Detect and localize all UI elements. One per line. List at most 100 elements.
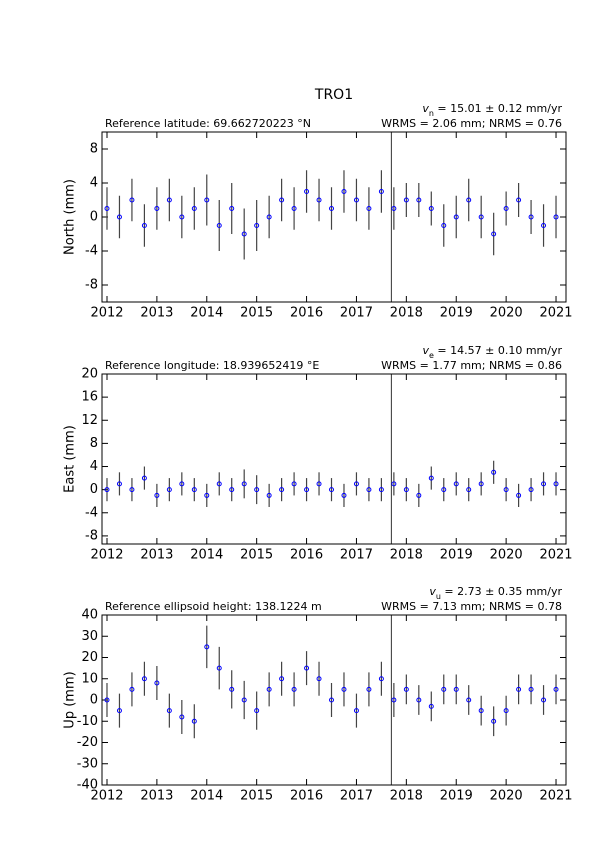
data-point bbox=[254, 708, 260, 714]
data-point bbox=[528, 214, 534, 220]
data-point bbox=[553, 481, 559, 487]
data-point bbox=[229, 686, 235, 692]
x-tick-label: 2012 bbox=[90, 789, 123, 804]
data-point bbox=[166, 197, 172, 203]
data-point bbox=[141, 223, 147, 228]
x-tick-label: 2015 bbox=[240, 548, 273, 563]
y-tick-label: 0 bbox=[90, 210, 98, 225]
data-point bbox=[541, 223, 547, 228]
x-tick-label: 2014 bbox=[190, 548, 223, 563]
data-point bbox=[229, 487, 235, 493]
velocity-symbol: v bbox=[422, 344, 429, 357]
data-point bbox=[478, 708, 484, 714]
data-point bbox=[329, 206, 335, 211]
data-point bbox=[254, 487, 260, 493]
y-tick-label: 0 bbox=[90, 693, 98, 708]
data-point bbox=[428, 475, 434, 481]
data-point bbox=[291, 206, 297, 211]
x-tick-label: 2021 bbox=[539, 306, 572, 321]
data-point bbox=[241, 481, 247, 487]
data-point bbox=[391, 206, 397, 211]
data-point bbox=[316, 481, 322, 487]
data-point bbox=[166, 487, 172, 493]
data-point bbox=[129, 686, 135, 692]
x-tick-label: 2017 bbox=[340, 548, 373, 563]
data-point bbox=[528, 487, 534, 493]
x-tick-label: 2017 bbox=[340, 306, 373, 321]
data-point bbox=[403, 487, 409, 493]
stats-label: WRMS = 1.77 mm; NRMS = 0.86 bbox=[381, 359, 562, 372]
data-point bbox=[279, 487, 285, 493]
data-point bbox=[154, 492, 160, 498]
data-point bbox=[341, 492, 347, 498]
y-tick-label: 20 bbox=[81, 650, 98, 665]
data-point bbox=[179, 214, 185, 220]
x-tick-label: 2015 bbox=[240, 306, 273, 321]
data-point bbox=[453, 686, 459, 692]
velocity-text: = 2.73 ± 0.35 mm/yr bbox=[441, 585, 563, 598]
data-point bbox=[266, 492, 272, 498]
data-point bbox=[304, 487, 310, 493]
y-tick-label: 10 bbox=[81, 671, 98, 686]
data-point bbox=[541, 697, 547, 703]
data-point bbox=[366, 487, 372, 493]
axes-frame bbox=[101, 131, 567, 303]
y-tick-label: 12 bbox=[81, 413, 98, 428]
data-point bbox=[503, 708, 509, 714]
data-point bbox=[378, 487, 384, 493]
data-point bbox=[441, 686, 447, 692]
data-point bbox=[304, 189, 310, 194]
x-tick-label: 2013 bbox=[140, 789, 173, 804]
data-point bbox=[391, 697, 397, 703]
data-point bbox=[104, 206, 110, 211]
data-point bbox=[279, 197, 285, 203]
x-tick-label: 2019 bbox=[440, 306, 473, 321]
velocity-text: = 15.01 ± 0.12 mm/yr bbox=[434, 102, 563, 115]
data-point bbox=[366, 206, 372, 211]
data-point bbox=[441, 487, 447, 493]
y-tick-label: -8 bbox=[85, 278, 98, 293]
data-point bbox=[141, 475, 147, 481]
data-point bbox=[179, 714, 185, 720]
data-point bbox=[304, 665, 310, 671]
y-axis-label: East (mm) bbox=[63, 425, 78, 493]
axes-frame bbox=[101, 373, 567, 545]
axes-frame bbox=[101, 614, 567, 786]
reference-label: Reference longitude: 18.939652419 °E bbox=[105, 359, 319, 372]
x-tick-label: 2013 bbox=[140, 548, 173, 563]
data-point bbox=[329, 697, 335, 703]
stats-label: WRMS = 7.13 mm; NRMS = 0.78 bbox=[381, 600, 562, 613]
data-point bbox=[116, 481, 122, 487]
data-point bbox=[266, 686, 272, 692]
data-point bbox=[291, 481, 297, 487]
y-tick-label: 8 bbox=[90, 142, 98, 157]
data-point bbox=[353, 197, 359, 203]
data-point bbox=[453, 481, 459, 487]
data-point bbox=[204, 197, 210, 203]
data-point bbox=[528, 686, 534, 692]
x-tick-label: 2018 bbox=[390, 548, 423, 563]
data-point bbox=[478, 481, 484, 487]
x-tick-label: 2014 bbox=[190, 306, 223, 321]
y-axis-label: North (mm) bbox=[63, 179, 78, 255]
data-point bbox=[553, 214, 559, 220]
data-point bbox=[129, 487, 135, 493]
data-point bbox=[241, 231, 247, 237]
data-point bbox=[141, 676, 147, 682]
y-tick-label: -4 bbox=[85, 244, 98, 259]
data-point bbox=[378, 189, 384, 194]
data-point bbox=[503, 206, 509, 211]
y-tick-label: 4 bbox=[90, 176, 98, 191]
data-point bbox=[541, 481, 547, 487]
data-point bbox=[179, 481, 185, 487]
y-tick-label: 16 bbox=[81, 390, 98, 405]
y-tick-label: -30 bbox=[77, 756, 98, 771]
y-tick-label: 0 bbox=[90, 482, 98, 497]
data-point bbox=[229, 206, 235, 211]
x-tick-label: 2020 bbox=[490, 306, 523, 321]
x-tick-label: 2019 bbox=[440, 789, 473, 804]
data-point bbox=[216, 481, 222, 487]
velocity-label: vn = 15.01 ± 0.12 mm/yr bbox=[422, 102, 562, 118]
velocity-label: ve = 14.57 ± 0.10 mm/yr bbox=[422, 344, 562, 360]
x-tick-label: 2013 bbox=[140, 306, 173, 321]
